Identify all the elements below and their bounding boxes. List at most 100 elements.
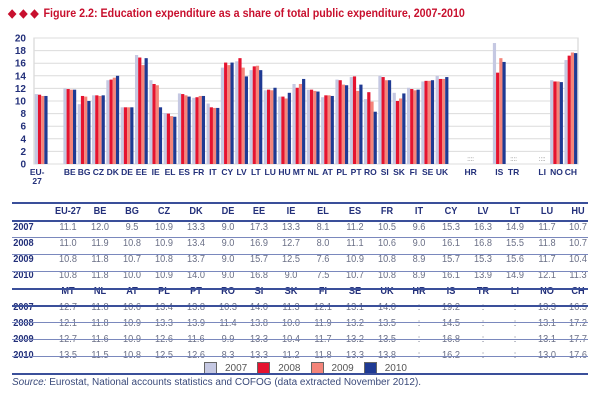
bar-2010-NO — [559, 82, 563, 164]
legend-label: 2007 — [225, 363, 248, 374]
table-cell: 12.1 — [59, 318, 77, 329]
table-cell: 10.8 — [378, 270, 396, 281]
column-header: DE — [221, 206, 234, 217]
bar-2007-EL — [163, 112, 167, 164]
table-cell: 11.4 — [218, 318, 237, 329]
bar-2009-CY — [227, 65, 231, 164]
bar-2009-RO — [370, 101, 374, 164]
column-header: PL — [157, 286, 170, 297]
y-tick-label: 10 — [15, 97, 27, 108]
table-cell: 11.8 — [91, 270, 109, 281]
y-tick-label: 20 — [15, 34, 27, 45]
diamond-markers-icon: ◆ ◆ ◆ — [8, 8, 39, 20]
table-cell: 11.2 — [275, 350, 308, 361]
bar-2008-CY — [224, 62, 228, 164]
not-available-marker: :::: — [539, 157, 546, 163]
bar-2010-PL — [344, 85, 349, 164]
x-tick-label: LI — [538, 167, 546, 177]
figure-title: ◆ ◆ ◆ Figure 2.2: Education expenditure … — [8, 6, 465, 20]
x-tick-label: SK — [393, 167, 406, 177]
column-header: UK — [380, 286, 394, 297]
bar-2009-BG — [84, 96, 88, 164]
table-cell: 16.8 — [250, 270, 269, 281]
table-rule — [12, 202, 588, 204]
table-row: 2009 10.8 11.8 10.7 10.8 13.7 9.0 15.7 12.5 7.6 10… — [12, 253, 588, 269]
table-cell: 16.8 — [473, 238, 492, 249]
x-tick-label: IT — [209, 167, 217, 177]
table-cell: 13.8 — [370, 350, 403, 361]
bar-2010-EU-27 — [44, 95, 48, 164]
column-header: HR — [412, 286, 426, 297]
table-cell: 11.8 — [91, 302, 109, 313]
column-header: SK — [284, 286, 298, 297]
bar-2008-SI — [381, 77, 385, 164]
table-rule — [12, 254, 588, 255]
table-cell: 10.0 — [122, 270, 141, 281]
table-row: 2007 11.1 12.0 9.5 10.9 13.3 9.0 17.3 13.3 8.1 11.… — [12, 221, 588, 237]
column-header: EU-27 — [54, 206, 82, 217]
table-cell: 10.6 — [378, 238, 396, 249]
column-header: NL — [93, 286, 107, 297]
table-cell: 10.7 — [346, 270, 365, 281]
table-cell: 11.8 — [537, 238, 556, 249]
table-cell: 10.8 — [115, 350, 148, 361]
bar-2008-FR — [195, 97, 199, 164]
bar-2007-SK — [392, 92, 396, 164]
column-header: CY — [444, 206, 458, 217]
bar-2009-FR — [198, 95, 202, 164]
bar-2008-NL — [309, 89, 314, 164]
table-cell: : — [417, 318, 421, 329]
table-cell: : — [481, 302, 484, 313]
table-row: 2007 12.7 11.8 10.6 13.4 13.8 10.3 14.0 11.3 12.1… — [12, 301, 588, 317]
column-header: FI — [319, 286, 328, 297]
table-cell: 17.6 — [562, 350, 595, 361]
x-tick-label: LT — [251, 167, 262, 177]
x-tick-label: IE — [152, 167, 160, 177]
table-rule — [12, 220, 588, 222]
table-cell: 9.0 — [284, 270, 298, 281]
table-cell: 11.1 — [346, 238, 364, 249]
x-tick-label: AT — [322, 167, 334, 177]
table-cell: 8.3 — [211, 350, 244, 361]
bar-2009-HU — [284, 98, 288, 164]
table-cell: 10.9 — [154, 222, 173, 233]
bar-2007-IT — [206, 103, 210, 164]
table-cell: 11.0 — [59, 238, 77, 249]
table-cell: : — [498, 350, 531, 361]
bar-2007-DE — [120, 107, 124, 164]
bar-2010-UK — [445, 77, 449, 164]
x-tick-label: DK — [107, 167, 120, 177]
x-tick-label: HU — [278, 167, 290, 177]
bar-2007-AT — [321, 97, 325, 164]
x-tick-label: FI — [410, 167, 418, 177]
x-tick-label: EU- — [30, 167, 45, 177]
not-available-marker: :::: — [510, 157, 517, 163]
bar-2010-EL — [173, 116, 177, 164]
bar-2010-LV — [244, 76, 248, 164]
column-header: EE — [253, 206, 266, 217]
bar-2008-NO — [553, 81, 557, 164]
table-cell: 16.1 — [441, 238, 460, 249]
bar-2008-PL — [338, 80, 342, 164]
bar-2008-RO — [367, 92, 371, 164]
bar-2008-DK — [109, 79, 113, 164]
column-header: RO — [220, 286, 235, 297]
table-cell: 9.0 — [221, 270, 234, 281]
x-tick-label: NL — [307, 167, 318, 177]
bar-2010-LU — [273, 87, 277, 164]
table-cell: 10.9 — [154, 238, 173, 249]
table-cell: 13.3 — [186, 222, 205, 233]
table-cell: 12.5 — [147, 350, 180, 361]
bar-2010-NL — [316, 91, 320, 164]
bar-2009-EE — [141, 65, 145, 164]
row-year: 2008 — [13, 238, 34, 249]
table-rule — [12, 288, 588, 290]
x-tick-label: UK — [436, 167, 449, 177]
table-cell: 19.2 — [441, 302, 460, 313]
x-tick-label: ES — [179, 167, 191, 177]
bar-2007-CH — [564, 60, 568, 164]
table-cell: 13.5 — [51, 350, 84, 361]
table-cell: 11.9 — [314, 318, 332, 329]
table-cell: 13.5 — [378, 318, 396, 329]
table-cell: 10.9 — [346, 254, 365, 265]
